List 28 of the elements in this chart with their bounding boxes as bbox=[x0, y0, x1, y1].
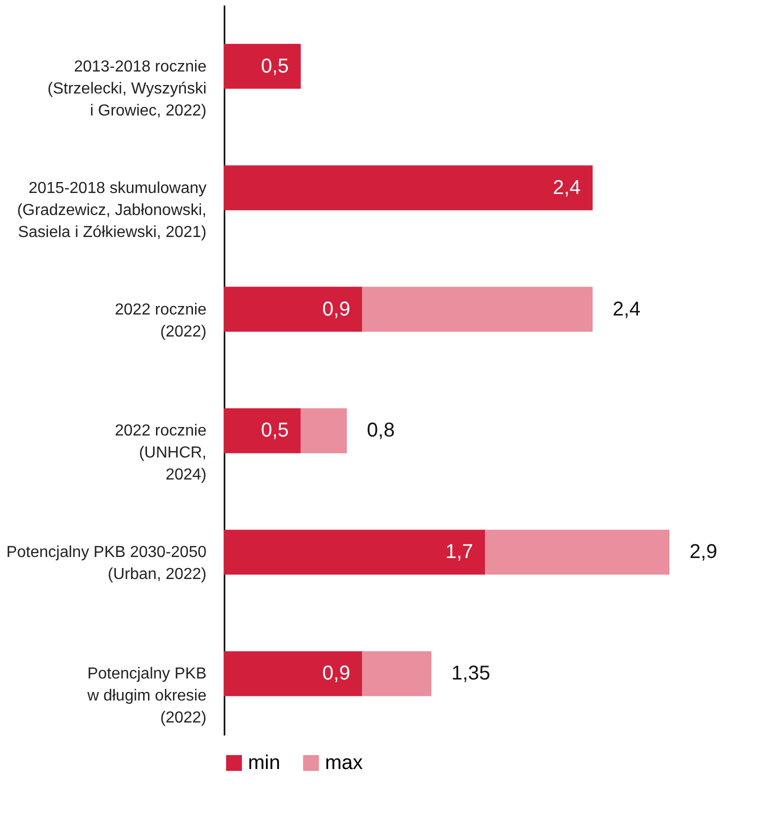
data-label: 2,4 bbox=[552, 176, 581, 199]
data-label: 0,9 bbox=[322, 662, 350, 685]
total-label: 1,35 bbox=[451, 662, 490, 685]
bar bbox=[224, 286, 362, 332]
bar bbox=[485, 530, 670, 575]
bar bbox=[224, 165, 593, 210]
data-label: 0,9 bbox=[322, 298, 350, 320]
y-tick-label: Potencjalny PKB w długim okresie (2022) bbox=[86, 666, 207, 727]
y-tick-label: 2015-2018 skumulowany (Gradzewicz, Jabłonowski, Sasiela i Zółkiewski, 2021) bbox=[17, 180, 206, 241]
data-label: 1,7 bbox=[445, 541, 474, 564]
data-label: 0,5 bbox=[260, 55, 289, 78]
y-tick-label: Potencjalny PKB 2030-2050 (Urban, 2022) bbox=[6, 544, 207, 584]
total-label: 2,9 bbox=[689, 541, 718, 564]
bar bbox=[224, 530, 486, 575]
bar bbox=[224, 44, 301, 89]
data-label: 0,5 bbox=[260, 420, 289, 442]
legend-label: min bbox=[248, 752, 280, 774]
y-tick-label: 2022 rocznie (UNHCR, 2024) bbox=[114, 422, 207, 484]
y-tick-label: 2022 rocznie (2022) bbox=[114, 301, 207, 340]
y-tick-label: 2013-2018 rocznie (Strzelecki, Wyszyński i Growiec, 2022) bbox=[48, 58, 207, 120]
bar bbox=[362, 651, 432, 696]
bar bbox=[362, 286, 593, 332]
legend-label: max bbox=[325, 752, 363, 774]
bar bbox=[224, 408, 301, 454]
total-label: 2,4 bbox=[612, 298, 640, 320]
bar bbox=[300, 408, 347, 454]
total-label: 0,8 bbox=[366, 420, 395, 442]
bar bbox=[224, 651, 362, 696]
